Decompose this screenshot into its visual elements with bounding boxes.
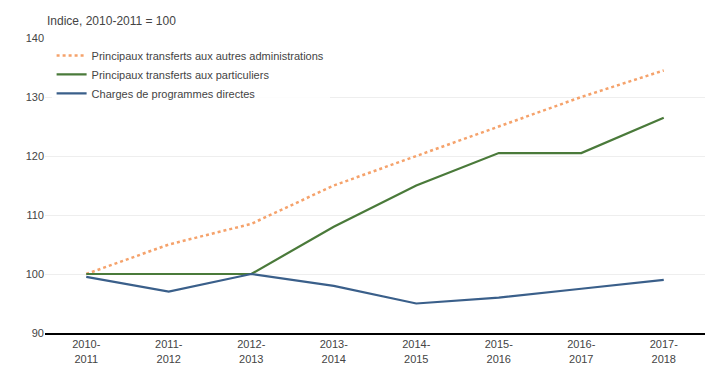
svg-text:2017-2018: 2017-2018 — [650, 338, 678, 364]
svg-text:2014-2015: 2014-2015 — [402, 338, 430, 364]
svg-text:2010-2011: 2010-2011 — [72, 338, 100, 364]
svg-text:Principaux transferts aux autr: Principaux transferts aux autres adminis… — [92, 50, 324, 62]
svg-text:Charges de programmes directes: Charges de programmes directes — [92, 88, 256, 100]
svg-text:90: 90 — [32, 327, 44, 339]
svg-text:130: 130 — [26, 91, 44, 103]
svg-text:Indice, 2010-2011 = 100: Indice, 2010-2011 = 100 — [47, 14, 176, 28]
svg-text:2016-2017: 2016-2017 — [567, 338, 595, 364]
svg-text:140: 140 — [26, 32, 44, 44]
svg-text:120: 120 — [26, 150, 44, 162]
svg-text:100: 100 — [26, 268, 44, 280]
svg-text:2011-2012: 2011-2012 — [155, 338, 183, 364]
svg-text:110: 110 — [26, 209, 44, 221]
svg-text:2013-2014: 2013-2014 — [320, 338, 348, 364]
svg-text:2015-2016: 2015-2016 — [485, 338, 513, 364]
svg-text:2012-2013: 2012-2013 — [237, 338, 265, 364]
svg-text:Principaux transferts aux part: Principaux transferts aux particuliers — [92, 69, 270, 81]
